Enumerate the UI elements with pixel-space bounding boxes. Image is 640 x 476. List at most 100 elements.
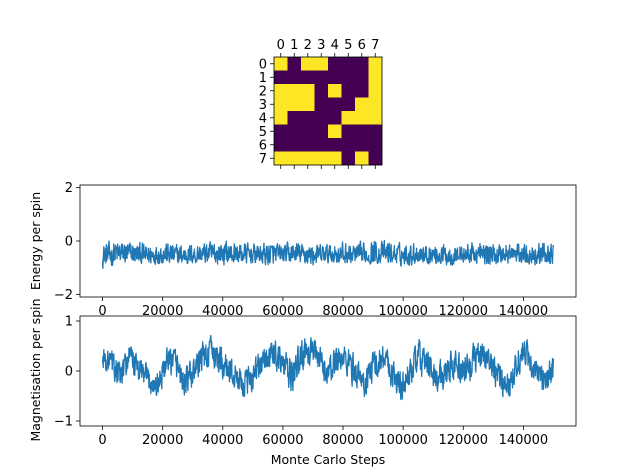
magnetisation-x-tick-label: 120000 — [438, 433, 488, 448]
energy-series — [101, 239, 555, 270]
energy-y-ticks: −2 0 2 — [54, 181, 80, 303]
spin-cell-0-0 — [274, 57, 288, 71]
spin-cell-2-5 — [341, 84, 356, 98]
spin-cell-3-5 — [341, 97, 356, 112]
energy-y-tick-label: −2 — [54, 288, 73, 303]
spin-cell-5-2 — [301, 124, 315, 139]
magnetisation-x-tick-label: 80000 — [322, 433, 363, 448]
spin-cell-6-4 — [328, 138, 342, 152]
spin-cell-1-1 — [287, 70, 302, 85]
spin-grid-x-tick-label: 5 — [344, 38, 352, 53]
spin-cell-7-6 — [355, 151, 369, 166]
spin-grid-x-tick-label: 7 — [371, 38, 379, 53]
spin-grid-y-tick-label: 4 — [259, 111, 267, 126]
spin-cell-4-3 — [314, 111, 329, 125]
spin-cell-4-5 — [341, 111, 356, 125]
spin-cell-5-7 — [368, 124, 383, 139]
spin-cell-4-0 — [274, 111, 288, 125]
magnetisation-chart: 0 20000 40000 60000 80000 100000 120000 140000 … — [28, 298, 577, 467]
spin-cell-4-4 — [328, 111, 342, 125]
magnetisation-x-tick-label: 20000 — [142, 433, 183, 448]
spin-grid-frame — [273, 56, 383, 166]
spin-cell-2-4 — [328, 84, 342, 98]
spin-grid-x-tick-label: 3 — [317, 38, 325, 53]
spin-cell-5-3 — [314, 124, 329, 139]
energy-x-tick-label: 100000 — [378, 304, 428, 319]
spin-cell-6-1 — [287, 138, 302, 152]
energy-x-tick-label: 60000 — [262, 304, 303, 319]
spin-cell-7-3 — [314, 151, 329, 166]
spin-cell-7-2 — [301, 151, 315, 166]
spin-cell-0-3 — [314, 57, 329, 71]
spin-cell-2-0 — [274, 84, 288, 98]
magnetisation-x-tick-label: 40000 — [202, 433, 243, 448]
energy-x-tick-label: 80000 — [322, 304, 363, 319]
magnetisation-x-ticks: 0 20000 40000 60000 80000 100000 120000 140000 — [98, 426, 548, 448]
spin-cell-7-1 — [287, 151, 302, 166]
spin-grid-x-tick-label: 4 — [331, 38, 339, 53]
spin-cell-5-6 — [355, 124, 369, 139]
spin-cell-1-7 — [368, 70, 383, 85]
spin-cell-3-1 — [287, 97, 302, 112]
spin-grid-x-tick-label: 6 — [358, 38, 366, 53]
spin-cell-7-0 — [274, 151, 288, 166]
spin-cell-0-2 — [301, 57, 315, 71]
spin-cell-6-6 — [355, 138, 369, 152]
energy-chart: 0 20000 40000 60000 80000 100000 120000 140000 … — [28, 181, 577, 319]
energy-x-tick-label: 40000 — [202, 304, 243, 319]
spin-grid-y-tick-label: 1 — [259, 71, 267, 86]
energy-x-tick-label: 120000 — [438, 304, 488, 319]
spin-cell-3-3 — [314, 97, 329, 112]
spin-cell-6-5 — [341, 138, 356, 152]
spin-cell-1-0 — [274, 70, 288, 85]
spin-cell-0-1 — [287, 57, 302, 71]
spin-cell-7-7 — [368, 151, 383, 166]
spin-cell-6-7 — [368, 138, 383, 152]
spin-grid-cells — [274, 57, 383, 166]
spin-cell-3-0 — [274, 97, 288, 112]
spin-grid-y-tick-label: 5 — [259, 125, 267, 140]
spin-cell-2-1 — [287, 84, 302, 98]
spin-cell-0-5 — [341, 57, 356, 71]
spin-cell-1-2 — [301, 70, 315, 85]
magnetisation-series-line — [101, 334, 555, 401]
energy-x-tick-label: 20000 — [142, 304, 183, 319]
spin-cell-2-6 — [355, 84, 369, 98]
spin-grid-y-tick-label: 2 — [259, 84, 267, 99]
spin-grid-x-tick-label: 1 — [290, 38, 298, 53]
spin-cell-6-3 — [314, 138, 329, 152]
spin-grid-y-tick-label: 6 — [259, 138, 267, 153]
magnetisation-x-tick-label: 0 — [98, 433, 106, 448]
magnetisation-series — [101, 334, 555, 401]
magnetisation-y-tick-label: 1 — [65, 315, 73, 330]
energy-series-line — [101, 239, 555, 270]
energy-x-tick-label: 140000 — [499, 304, 549, 319]
magnetisation-y-label: Magnetisation per spin — [28, 298, 43, 441]
spin-grid-y-tick-label: 3 — [259, 98, 267, 113]
spin-cell-1-4 — [328, 70, 342, 85]
spin-cell-2-2 — [301, 84, 315, 98]
magnetisation-y-tick-label: 0 — [65, 365, 73, 380]
spin-cell-1-5 — [341, 70, 356, 85]
spin-cell-1-3 — [314, 70, 329, 85]
magnetisation-y-ticks: −1 0 1 — [54, 315, 80, 430]
spin-cell-4-6 — [355, 111, 369, 125]
spin-cell-1-6 — [355, 70, 369, 85]
spin-cell-3-7 — [368, 97, 383, 112]
spin-cell-0-7 — [368, 57, 383, 71]
spin-grid-y-tick-label: 7 — [259, 152, 267, 167]
spin-cell-2-7 — [368, 84, 383, 98]
spin-cell-3-6 — [355, 97, 369, 112]
magnetisation-y-tick-label: −1 — [54, 415, 73, 430]
magnetisation-x-tick-label: 140000 — [499, 433, 549, 448]
spin-cell-4-1 — [287, 111, 302, 125]
energy-x-ticks: 0 20000 40000 60000 80000 100000 120000 140000 — [98, 297, 548, 319]
spin-cell-5-1 — [287, 124, 302, 139]
spin-grid-x-tick-label: 2 — [304, 38, 312, 53]
spin-cell-2-3 — [314, 84, 329, 98]
spin-cell-3-4 — [328, 97, 342, 112]
